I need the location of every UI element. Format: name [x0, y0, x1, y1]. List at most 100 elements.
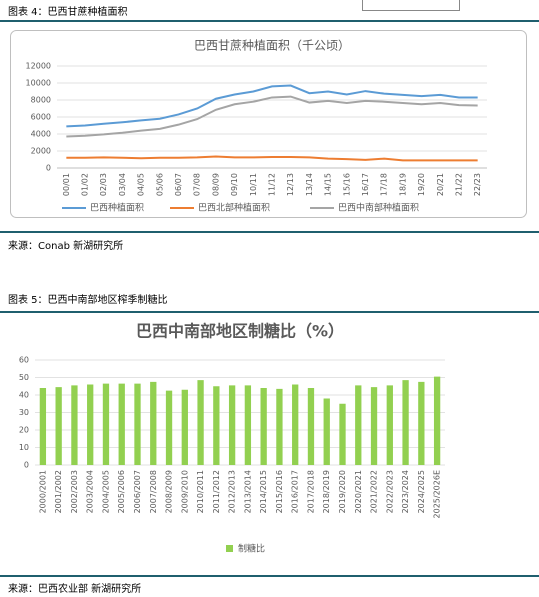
y-tick-label: 40: [19, 391, 29, 400]
bar: [197, 380, 204, 465]
y-tick-label: 20: [19, 426, 29, 435]
bar: [165, 390, 173, 465]
series-line: [66, 95, 478, 138]
x-tick-label: 2011/2012: [212, 470, 221, 513]
bar: [323, 398, 330, 465]
rule: [0, 575, 539, 577]
x-tick-label: 2002/2003: [70, 470, 79, 513]
caption: 图表 4：巴西甘蔗种植面积: [8, 7, 128, 18]
x-tick-label: 2009/2010: [180, 470, 189, 513]
bar: [118, 383, 125, 465]
chart-title: 巴西中南部地区制糖比（%）: [136, 322, 344, 341]
x-tick-label: 22/23: [473, 173, 482, 196]
y-tick-label: 10: [19, 443, 29, 452]
bar: [402, 380, 409, 465]
x-tick-label: 2010/2011: [196, 470, 205, 513]
bar: [260, 388, 267, 465]
y-tick-label: 0: [24, 461, 29, 470]
x-tick-label: 07/08: [193, 173, 202, 196]
x-tick-label: 2014/2015: [259, 470, 268, 513]
y-tick-label: 8000: [31, 96, 51, 105]
source: 来源：Conab 新湖研究所: [8, 241, 124, 252]
x-tick-label: 2016/2017: [291, 470, 300, 513]
x-tick-label: 2013/2014: [243, 470, 252, 513]
x-tick-label: 2018/2019: [322, 470, 331, 513]
frame: [10, 30, 527, 218]
x-tick-label: 12/13: [286, 173, 295, 196]
y-tick-label: 60: [19, 356, 29, 365]
y-tick-label: 10000: [26, 79, 51, 88]
x-tick-label: 05/06: [155, 173, 164, 196]
bar: [244, 385, 252, 465]
box: [362, 0, 460, 11]
x-tick-label: 17/18: [380, 173, 389, 196]
rule: [0, 20, 539, 22]
bar: [386, 385, 393, 465]
x-tick-label: 19/20: [417, 173, 426, 196]
y-tick-label: 2000: [31, 147, 51, 156]
x-tick-label: 11/12: [268, 173, 277, 196]
bar: [370, 387, 378, 465]
x-tick-label: 2006/2007: [133, 470, 142, 513]
bar: [307, 388, 315, 465]
x-tick-label: 2023/2024: [401, 470, 410, 513]
rule: [0, 311, 539, 313]
y-tick-label: 0: [46, 164, 51, 173]
bar: [71, 385, 78, 465]
bar: [292, 384, 299, 465]
x-tick-label: 2022/2023: [385, 470, 394, 513]
legend-label: 巴西中南部种植面积: [338, 202, 419, 214]
chart: 巴西中南部地区制糖比（%） 0 10 20 30 40 50 60 2000/2001 2001/…: [19, 322, 445, 555]
x-tick-label: 09/10: [230, 173, 239, 196]
bar: [39, 388, 47, 465]
x-tick-label: 2015/2016: [275, 470, 284, 513]
x-tick-label: 2021/2022: [370, 470, 379, 513]
bar: [150, 381, 157, 465]
y-tick-label: 50: [19, 373, 29, 382]
series-line: [66, 155, 478, 162]
x-tick-label: 2019/2020: [338, 470, 347, 513]
x-tick-label: 2001/2002: [54, 470, 63, 513]
bar: [433, 376, 441, 465]
x-tick-label: 2003/2004: [86, 470, 95, 513]
bar: [102, 383, 110, 465]
source: 来源：巴西农业部 新湖研究所: [8, 584, 142, 595]
bar: [276, 388, 283, 465]
chart-title: 巴西甘蔗种植面积（千公顷）: [194, 38, 350, 53]
bar: [228, 385, 236, 465]
legend-label: 制糖比: [238, 543, 265, 555]
x-tick-label: 04/05: [137, 173, 146, 196]
x-tick-label: 02/03: [99, 173, 108, 196]
x-tick-label: 2020/2021: [354, 470, 363, 513]
x-tick-label: 21/22: [454, 173, 463, 196]
legend-label: 巴西种植面积: [90, 202, 144, 214]
bar: [213, 386, 220, 465]
bar: [355, 385, 362, 465]
x-tick-label: 2005/2006: [117, 470, 126, 513]
bar: [55, 387, 62, 465]
x-tick-label: 10/11: [249, 173, 258, 196]
legend-label: 巴西北部种植面积: [198, 202, 270, 214]
x-tick-label: 2012/2013: [228, 470, 237, 513]
bar: [87, 384, 94, 465]
rule: [0, 231, 539, 233]
bar: [418, 381, 425, 465]
caption: 图表 5：巴西中南部地区榨季制糖比: [8, 295, 168, 306]
series-line: [66, 84, 478, 128]
bar: [181, 389, 188, 465]
x-tick-label: 2004/2005: [101, 470, 110, 513]
y-tick-label: 6000: [31, 113, 51, 122]
x-tick-label: 2000/2001: [38, 470, 47, 513]
x-tick-label: 20/21: [436, 173, 445, 196]
x-tick-label: 13/14: [305, 173, 314, 196]
x-tick-label: 14/15: [324, 173, 333, 196]
bar: [339, 403, 346, 465]
x-tick-label: 03/04: [118, 173, 127, 196]
x-tick-label: 2017/2018: [306, 470, 315, 513]
x-tick-label: 08/09: [211, 173, 220, 196]
y-tick-label: 30: [19, 408, 29, 417]
y-tick-label: 4000: [31, 130, 51, 139]
bar: [134, 383, 141, 465]
y-tick-label: 12000: [26, 62, 51, 71]
